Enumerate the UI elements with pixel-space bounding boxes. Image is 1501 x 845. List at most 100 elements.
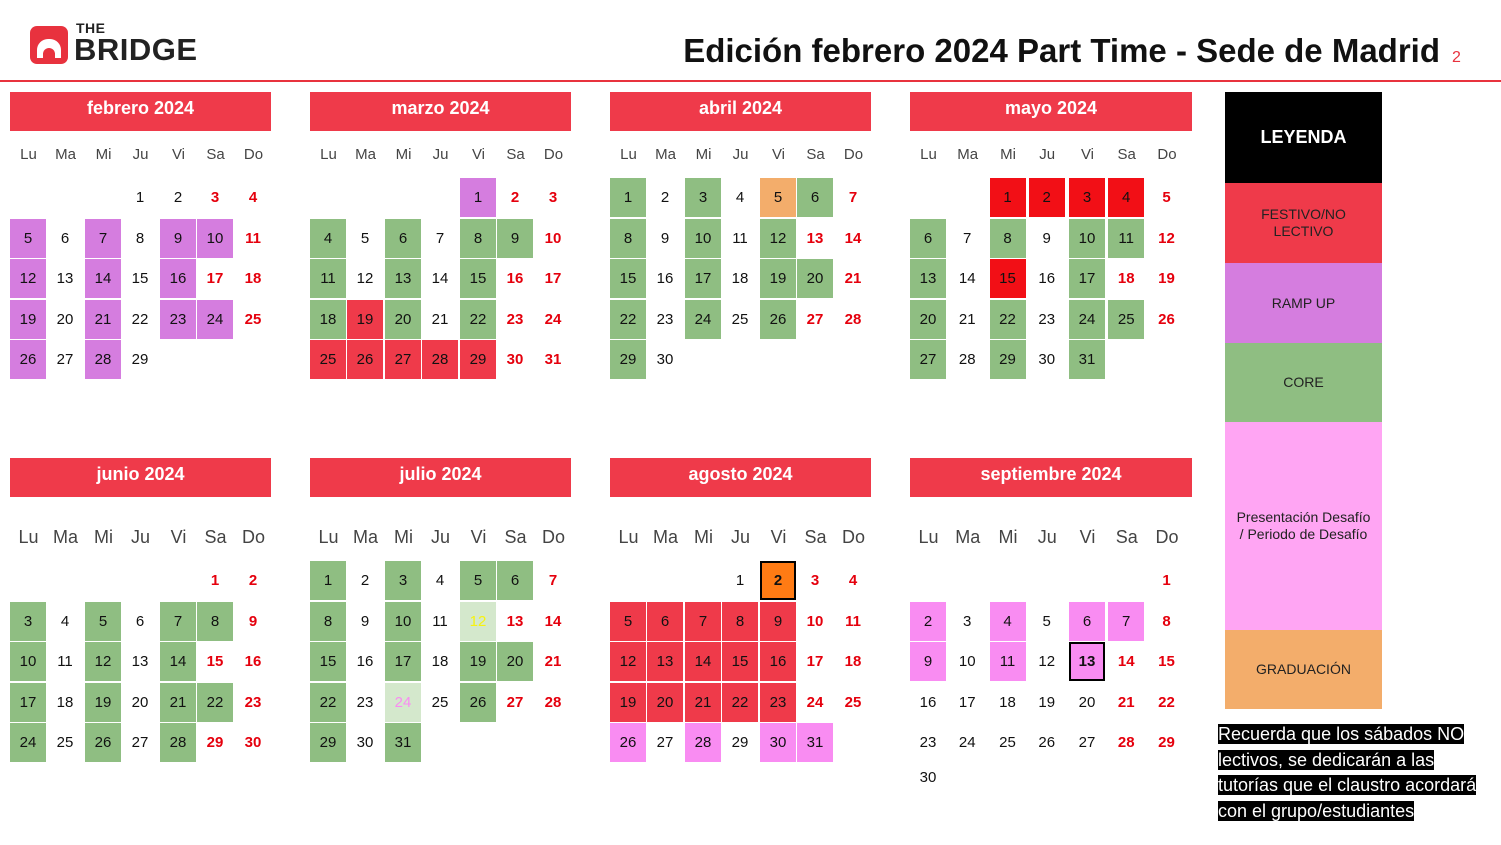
day-cell: 5 xyxy=(360,229,370,247)
day-cell: 8 xyxy=(460,218,496,258)
day-cell: 13 xyxy=(1069,642,1105,681)
day-cell: 2 xyxy=(510,189,520,206)
day-cell: 1 xyxy=(135,189,145,206)
day-cell: 15 xyxy=(610,259,646,298)
day-cell: 16 xyxy=(356,653,374,670)
day-cell: 30 xyxy=(919,768,937,786)
day-cell: 8 xyxy=(310,601,346,641)
day-cell: 17 xyxy=(685,259,721,298)
day-cell: 25 xyxy=(56,734,74,751)
day-cell: 4 xyxy=(435,572,445,589)
day-cell: 8 xyxy=(722,601,758,641)
day-cell: 1 xyxy=(210,572,220,589)
day-cell: 13 xyxy=(910,259,946,298)
day-cell: 5 xyxy=(610,601,646,641)
day-cell: 12 xyxy=(460,601,496,641)
day-cell: 23 xyxy=(506,310,524,328)
day-cell: 17 xyxy=(806,653,824,670)
day-cell: 3 xyxy=(685,178,721,217)
day-cell: 29 xyxy=(610,340,646,379)
weekday-label: Lu xyxy=(18,527,39,547)
day-cell: 12 xyxy=(1038,653,1056,670)
day-cell: 13 xyxy=(506,612,524,630)
header-divider xyxy=(0,80,1501,82)
weekday-label: Ma xyxy=(355,146,376,163)
weekday-label: Do xyxy=(841,527,865,547)
day-cell: 11 xyxy=(732,229,748,247)
day-cell: 29 xyxy=(310,723,346,762)
day-cell: 30 xyxy=(760,723,796,762)
weekday-label: Ma xyxy=(352,527,378,547)
day-cell: 27 xyxy=(56,351,74,368)
day-cell: 28 xyxy=(85,340,121,379)
month-header: febrero 2024 xyxy=(10,92,271,131)
day-cell: 16 xyxy=(1038,270,1056,287)
day-cell: 28 xyxy=(958,351,976,368)
day-cell: 23 xyxy=(1038,310,1056,328)
day-cell: 28 xyxy=(685,723,721,762)
weekday-label: Do xyxy=(1157,146,1177,163)
weekday-label: Mi xyxy=(694,527,713,547)
day-cell: 25 xyxy=(844,693,862,711)
weekday-label: Do xyxy=(541,527,565,547)
day-cell: 27 xyxy=(131,734,149,751)
weekday-label: Vi xyxy=(470,527,487,547)
day-cell: 7 xyxy=(160,601,196,641)
day-cell: 21 xyxy=(431,310,449,328)
day-cell: 9 xyxy=(248,612,258,630)
day-cell: 17 xyxy=(206,270,224,287)
day-cell: 7 xyxy=(435,229,445,247)
day-cell: 23 xyxy=(919,734,937,751)
day-cell: 4 xyxy=(310,218,346,258)
day-cell: 24 xyxy=(10,723,46,762)
day-cell: 6 xyxy=(60,229,70,247)
weekday-label: Ju xyxy=(430,527,450,547)
day-cell: 21 xyxy=(844,270,862,287)
day-cell: 25 xyxy=(1108,299,1145,339)
weekday-label: Mi xyxy=(695,146,712,163)
day-cell: 5 xyxy=(1042,612,1051,630)
day-cell: 9 xyxy=(760,601,796,641)
day-cell: 23 xyxy=(160,299,196,339)
day-cell: 23 xyxy=(656,310,674,328)
day-cell: 20 xyxy=(910,299,946,339)
day-cell: 13 xyxy=(56,270,74,287)
day-cell: 30 xyxy=(1038,351,1056,368)
day-cell: 21 xyxy=(85,299,121,339)
day-cell: 18 xyxy=(844,653,862,670)
logo-big-text: BRIDGE xyxy=(74,32,198,67)
day-cell: 6 xyxy=(647,601,683,641)
day-cell: 9 xyxy=(360,612,370,630)
day-cell: 31 xyxy=(544,351,562,368)
day-cell: 27 xyxy=(656,734,674,751)
day-cell: 6 xyxy=(135,612,145,630)
month-header: abril 2024 xyxy=(610,92,871,131)
day-cell: 24 xyxy=(385,682,421,722)
page-title: Edición febrero 2024 Part Time - Sede de… xyxy=(683,32,1440,69)
day-cell: 10 xyxy=(958,653,976,670)
day-cell: 11 xyxy=(245,229,261,247)
legend-ramp-up: RAMP UP xyxy=(1225,263,1382,343)
day-cell: 4 xyxy=(248,189,258,206)
day-cell: 14 xyxy=(1117,653,1135,670)
day-cell: 10 xyxy=(197,218,233,258)
saturday-note-text: Recuerda que los sábados NO lectivos, se… xyxy=(1218,724,1477,821)
day-cell: 2 xyxy=(660,189,670,206)
day-cell: 8 xyxy=(1162,612,1171,630)
day-cell: 25 xyxy=(999,734,1016,751)
month-header: marzo 2024 xyxy=(310,92,571,131)
day-cell: 3 xyxy=(810,572,820,589)
weekday-label: Sa xyxy=(506,146,525,163)
day-cell: 30 xyxy=(506,351,524,368)
legend-graduacion: GRADUACIÓN xyxy=(1225,630,1382,709)
day-cell: 24 xyxy=(958,734,976,751)
day-cell: 1 xyxy=(610,178,646,217)
day-cell: 30 xyxy=(656,351,674,368)
day-cell: 19 xyxy=(347,299,383,339)
weekday-label: Lu xyxy=(620,146,637,163)
day-cell: 18 xyxy=(310,299,346,339)
weekday-label: Do xyxy=(843,146,864,163)
day-cell: 9 xyxy=(910,642,946,681)
day-cell: 18 xyxy=(56,693,74,711)
day-cell: 14 xyxy=(685,642,721,681)
